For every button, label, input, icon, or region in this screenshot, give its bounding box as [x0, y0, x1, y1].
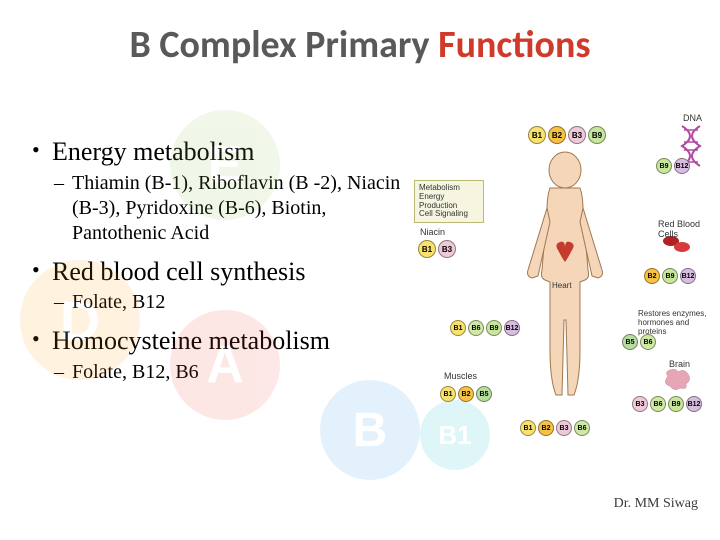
vitamin-badge: B6	[650, 396, 666, 412]
vitamin-badge: B9	[656, 158, 672, 174]
vitamin-badge: B2	[538, 420, 554, 436]
metabolism-box: Metabolism Energy Production Cell Signal…	[414, 180, 484, 223]
muscles-label: Muscles	[444, 372, 477, 382]
vitamin-badge: B6	[468, 320, 484, 336]
brain-icon	[662, 368, 692, 390]
vitamin-badge: B2	[548, 126, 566, 144]
hormones-label: Restores enzymes, hormones and proteins	[638, 310, 710, 336]
vitamin-badge: B1	[418, 240, 436, 258]
rbc-label: Red Blood Cells	[658, 220, 708, 240]
vitamin-badge: B3	[556, 420, 572, 436]
vitamin-badge: B2	[458, 386, 474, 402]
dna-label: DNA	[683, 114, 702, 124]
title-accent: Functions	[438, 22, 590, 68]
metabolism-line: Cell Signaling	[419, 210, 479, 219]
vitamin-badge: B3	[438, 240, 456, 258]
body-diagram: DNA Metabolism Energy Production Cell Si…	[410, 120, 710, 480]
bg-vitamin-circle: A	[170, 310, 280, 420]
vitamin-badge: B3	[632, 396, 648, 412]
vitamin-badge: B9	[662, 268, 678, 284]
human-body-icon	[520, 150, 610, 400]
vitamin-badge: B12	[504, 320, 520, 336]
vitamin-badge: B1	[520, 420, 536, 436]
vitamin-badge: B12	[686, 396, 702, 412]
slide-title: B Complex Primary Functions	[0, 0, 720, 68]
heart-label: Heart	[552, 282, 572, 291]
vitamin-badge: B1	[528, 126, 546, 144]
niacin-label: Niacin	[420, 228, 445, 238]
bg-vitamin-circle: E	[170, 110, 280, 220]
brain-label: Brain	[669, 360, 690, 370]
vitamin-badge: B5	[476, 386, 492, 402]
vitamin-badge: B6	[640, 334, 656, 350]
vitamin-badge: B2	[644, 268, 660, 284]
author-credit: Dr. MM Siwag	[614, 496, 698, 512]
metabolism-line: Energy Production	[419, 193, 479, 211]
bg-vitamin-circle: B	[320, 380, 420, 480]
vitamin-badge: B9	[668, 396, 684, 412]
vitamin-badge: B3	[568, 126, 586, 144]
vitamin-badge: B12	[674, 158, 690, 174]
title-plain: B Complex Primary	[129, 22, 438, 68]
vitamin-badge: B1	[440, 386, 456, 402]
vitamin-badge: B12	[680, 268, 696, 284]
vitamin-badge: B5	[622, 334, 638, 350]
bg-vitamin-circle: D	[20, 260, 140, 380]
vitamin-badge: B6	[574, 420, 590, 436]
vitamin-badge: B1	[450, 320, 466, 336]
vitamin-badge: B9	[486, 320, 502, 336]
vitamin-badge: B9	[588, 126, 606, 144]
